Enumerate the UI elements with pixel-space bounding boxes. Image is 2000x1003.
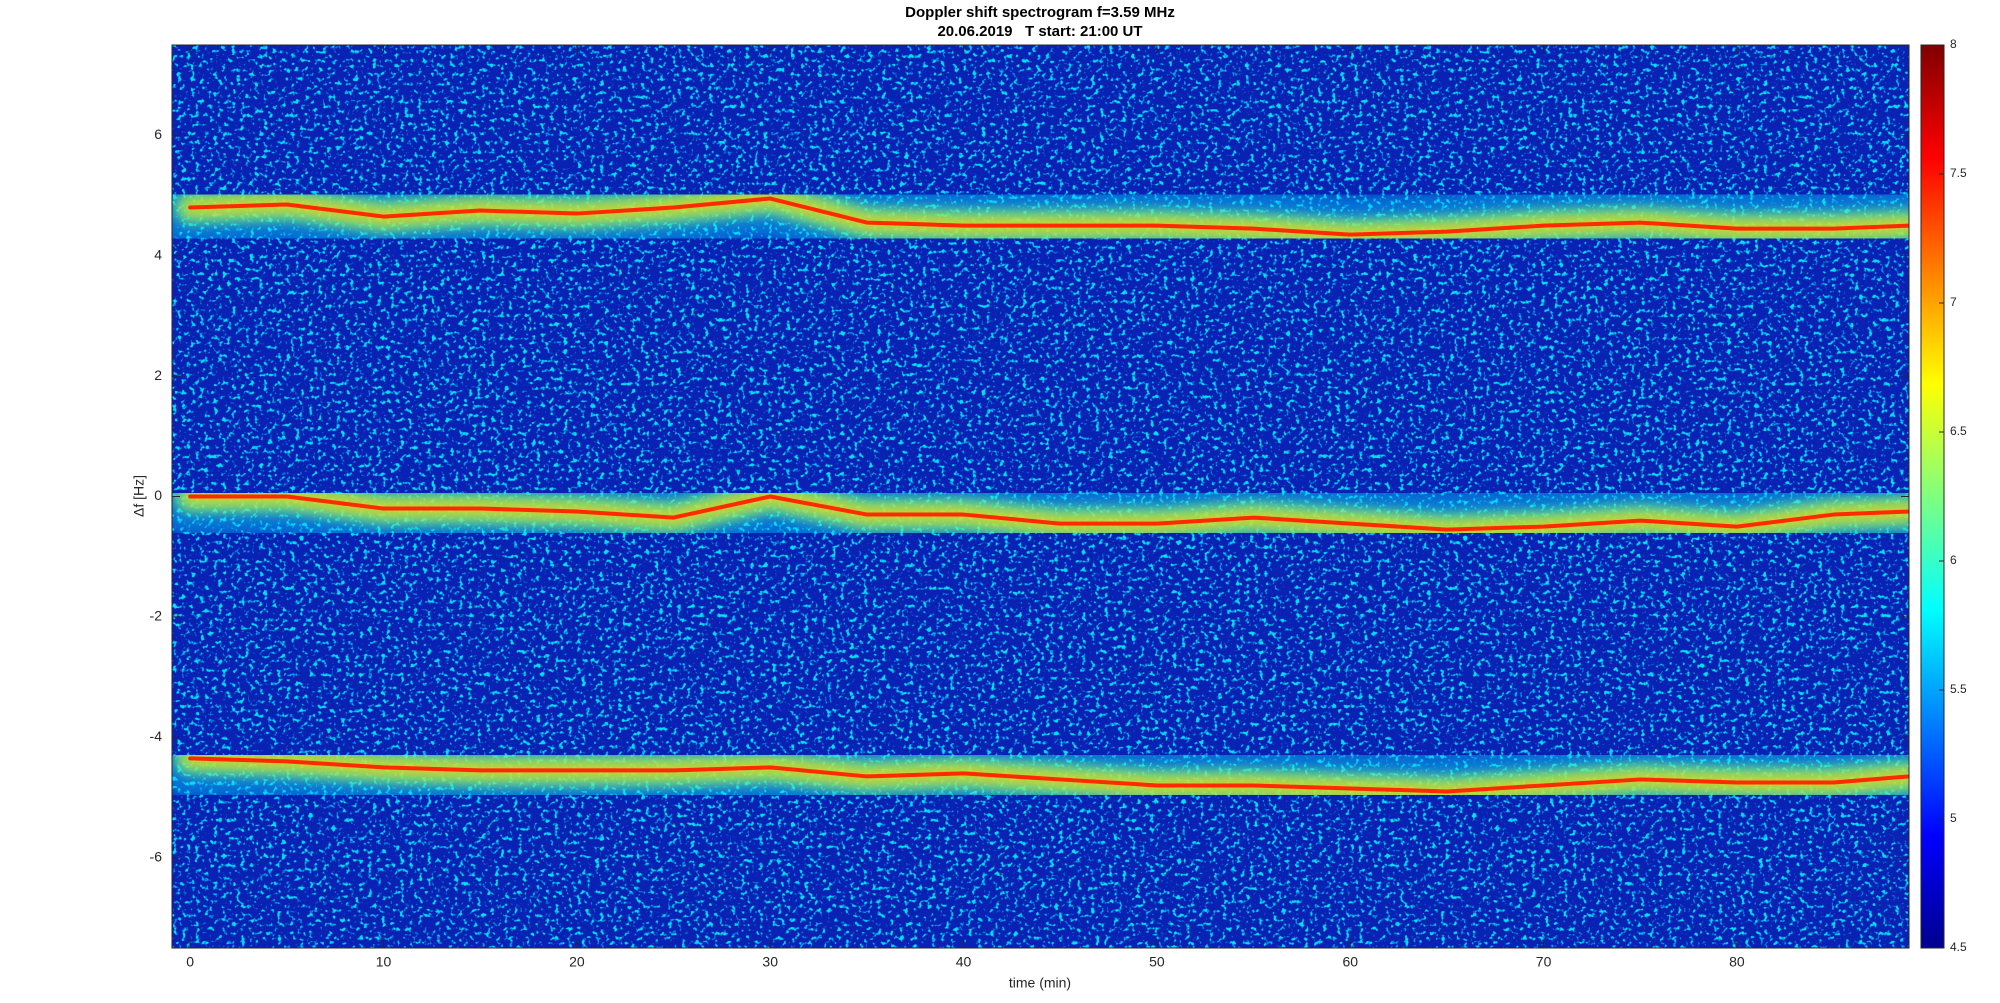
colorbar-tick-label: 5 [1950, 811, 1957, 825]
y-tick-label: 0 [154, 487, 162, 503]
band-line [188, 756, 1909, 794]
chart-subtitle: 20.06.2019 T start: 21:00 UT [937, 23, 1142, 40]
colorbar [1920, 44, 1945, 949]
x-tick-label: 30 [762, 954, 778, 970]
chart-title: Doppler shift spectrogram f=3.59 MHz [905, 4, 1175, 21]
x-tick-label: 10 [376, 954, 392, 970]
colorbar-tick-label: 6.5 [1950, 424, 1967, 438]
x-tick-label: 60 [1342, 954, 1358, 970]
y-axis-label: Δf [Hz] [131, 475, 147, 517]
colorbar-tick-label: 6 [1950, 553, 1957, 567]
colorbar-tick-label: 7 [1950, 295, 1957, 309]
band-line [188, 196, 1909, 237]
colorbar-tick-label: 5.5 [1950, 682, 1967, 696]
y-tick-label: -4 [150, 728, 163, 744]
x-tick-label: 0 [186, 954, 194, 970]
colorbar-tick-label: 8 [1950, 37, 1957, 51]
x-axis-label: time (min) [1009, 975, 1071, 991]
colorbar-tick-label: 7.5 [1950, 166, 1967, 180]
y-tick-label: 4 [154, 246, 162, 262]
y-tick-label: -6 [150, 848, 163, 864]
y-tick-label: 2 [154, 367, 162, 383]
band-line [188, 494, 1909, 532]
y-tick-label: 6 [154, 126, 162, 142]
plot-area [172, 45, 1909, 948]
x-tick-label: 50 [1149, 954, 1165, 970]
y-tick-label: -2 [150, 608, 163, 624]
x-tick-label: 40 [956, 954, 972, 970]
colorbar-tick-label: 4.5 [1950, 940, 1967, 954]
x-tick-label: 80 [1729, 954, 1745, 970]
x-tick-label: 70 [1536, 954, 1552, 970]
x-tick-label: 20 [569, 954, 585, 970]
